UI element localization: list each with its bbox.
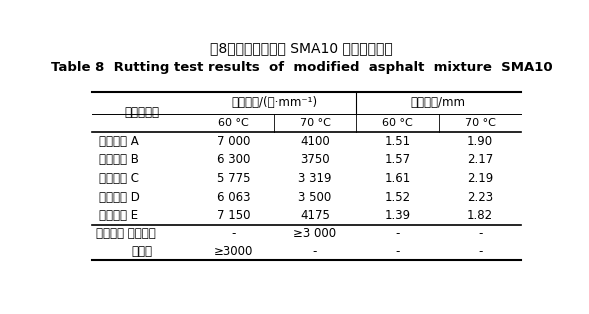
Text: 2.19: 2.19 (467, 172, 494, 185)
Text: 改性沥青 E: 改性沥青 E (99, 209, 138, 222)
Text: 7 150: 7 150 (217, 209, 250, 222)
Text: 改性沥青 D: 改性沥青 D (99, 191, 140, 204)
Text: 车辙深度/mm: 车辙深度/mm (411, 96, 466, 110)
Text: 技术要求 夏炎热区: 技术要求 夏炎热区 (97, 227, 156, 240)
Text: 改性沥青 B: 改性沥青 B (99, 154, 138, 166)
Text: ≥3 000: ≥3 000 (293, 227, 336, 240)
Text: 1.57: 1.57 (385, 154, 411, 166)
Text: 60 °C: 60 °C (382, 118, 413, 128)
Text: 5 775: 5 775 (217, 172, 250, 185)
Text: -: - (395, 227, 400, 240)
Text: 4100: 4100 (300, 135, 330, 148)
Text: -: - (395, 245, 400, 258)
Text: 1.82: 1.82 (467, 209, 493, 222)
Text: 70 °C: 70 °C (300, 118, 330, 128)
Text: 1.51: 1.51 (385, 135, 411, 148)
Text: ≥3000: ≥3000 (214, 245, 253, 258)
Text: -: - (231, 227, 236, 240)
Text: 结合料种类: 结合料种类 (125, 106, 160, 118)
Text: 2.23: 2.23 (467, 191, 493, 204)
Text: 3 500: 3 500 (299, 191, 332, 204)
Text: 夏凉区: 夏凉区 (132, 245, 153, 258)
Text: 3 319: 3 319 (298, 172, 332, 185)
Text: 70 °C: 70 °C (465, 118, 496, 128)
Text: 1.52: 1.52 (385, 191, 411, 204)
Text: 2.17: 2.17 (467, 154, 494, 166)
Text: -: - (478, 227, 482, 240)
Text: 动稳定度/(次·mm⁻¹): 动稳定度/(次·mm⁻¹) (231, 96, 317, 110)
Text: 1.39: 1.39 (385, 209, 411, 222)
Text: -: - (478, 245, 482, 258)
Text: 3750: 3750 (300, 154, 330, 166)
Text: 1.61: 1.61 (385, 172, 411, 185)
Text: -: - (313, 245, 317, 258)
Text: 改性沥青 C: 改性沥青 C (99, 172, 139, 185)
Text: 60 °C: 60 °C (218, 118, 249, 128)
Text: 4175: 4175 (300, 209, 330, 222)
Text: Table 8  Rutting test results  of  modified  asphalt  mixture  SMA10: Table 8 Rutting test results of modified… (51, 62, 552, 74)
Text: 6 063: 6 063 (217, 191, 250, 204)
Text: 改性沥青 A: 改性沥青 A (99, 135, 138, 148)
Text: 7 000: 7 000 (217, 135, 250, 148)
Text: 1.90: 1.90 (467, 135, 493, 148)
Text: 表8改性沥青混合料 SMA10 车辙试验结果: 表8改性沥青混合料 SMA10 车辙试验结果 (210, 41, 393, 56)
Text: 6 300: 6 300 (217, 154, 250, 166)
